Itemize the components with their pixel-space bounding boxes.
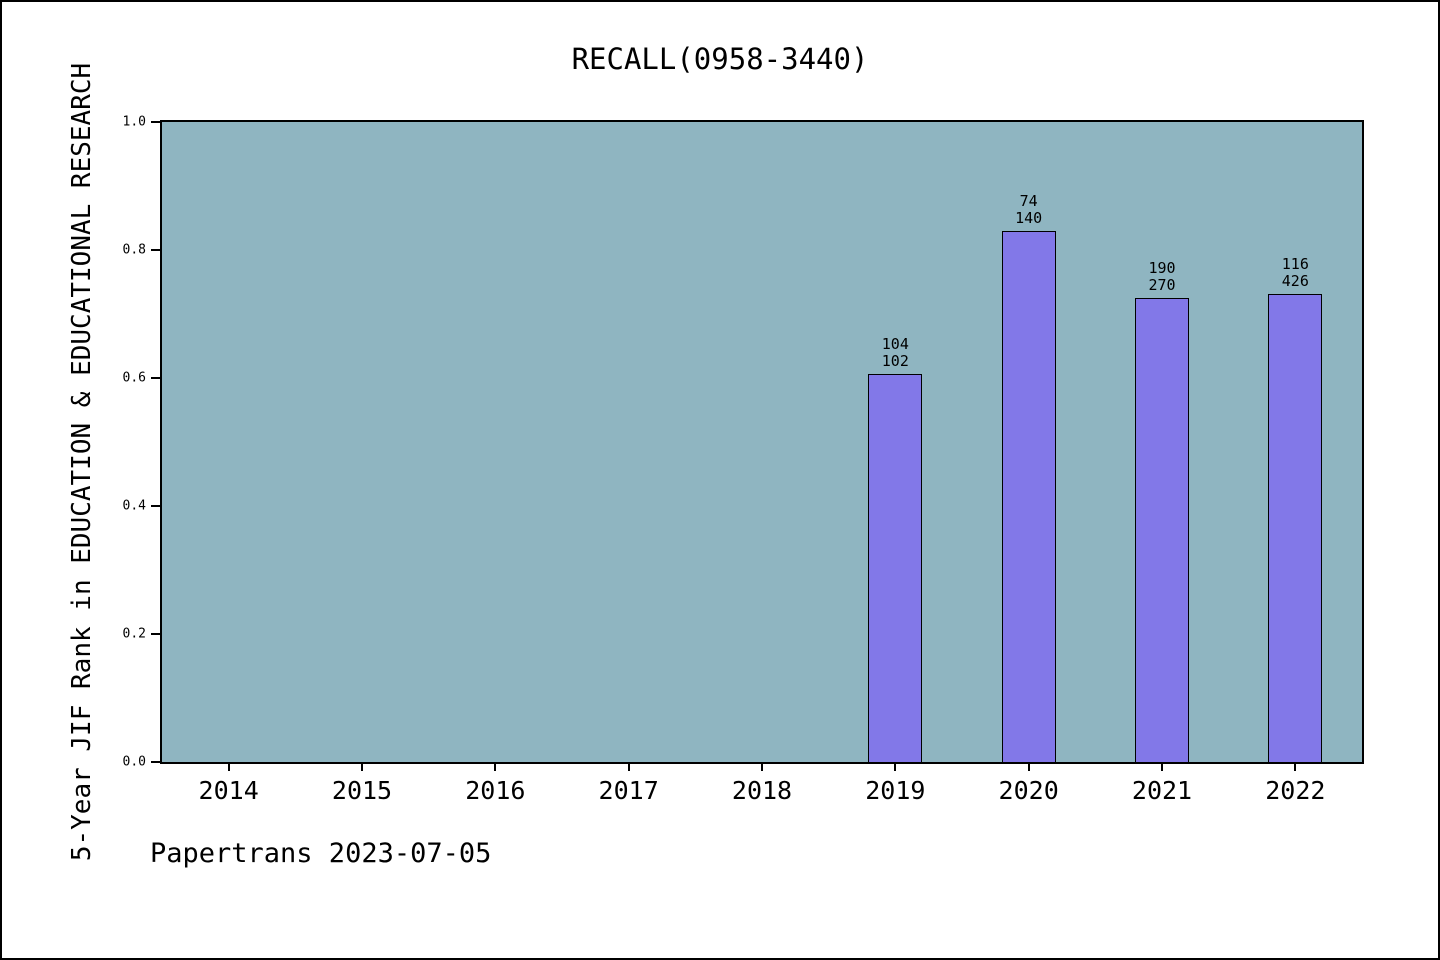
x-tick-label: 2017 (598, 776, 659, 805)
bar-value-label: 116 426 (1281, 255, 1309, 290)
x-tick (227, 762, 230, 771)
bar-value-label: 190 270 (1148, 259, 1176, 294)
x-tick (1294, 762, 1297, 771)
x-tick (1027, 762, 1030, 771)
x-tick-label: 2020 (998, 776, 1059, 805)
x-tick (627, 762, 630, 771)
bar-value-label: 74 140 (1015, 192, 1043, 227)
y-tick-label: 0.0 (122, 754, 146, 770)
bar (1268, 294, 1323, 762)
y-tick-label: 1.0 (122, 114, 146, 130)
x-tick (894, 762, 897, 771)
bar (1135, 298, 1189, 762)
x-tick-label: 2019 (865, 776, 926, 805)
x-tick-label: 2015 (331, 776, 393, 805)
x-tick (494, 762, 497, 771)
y-tick-label: 0.2 (122, 626, 146, 642)
plot-area: 2014 2015 2016 2017 2018 2019 104 102 2020 74 14… (123, 115, 1364, 805)
y-tick (151, 377, 160, 379)
y-tick (151, 761, 160, 763)
watermark-text: Papertrans 2023-07-05 (150, 838, 492, 869)
x-tick (1161, 762, 1163, 771)
bar (1001, 231, 1056, 762)
x-tick-label: 2022 (1265, 776, 1326, 805)
y-tick-label: 0.8 (122, 242, 146, 258)
x-tick-label: 2021 (1131, 776, 1193, 805)
x-tick-label: 2018 (731, 776, 793, 805)
bar-value-label: 104 102 (881, 335, 909, 370)
chart-title: RECALL(0958-3440) (571, 42, 869, 76)
y-axis-title: 5-Year JIF Rank in EDUCATION & EDUCATION… (67, 62, 97, 862)
y-tick (151, 121, 160, 123)
x-tick (761, 762, 763, 771)
x-tick-label: 2014 (198, 776, 259, 805)
y-tick (151, 505, 160, 507)
x-tick-label: 2016 (465, 776, 526, 805)
y-tick (151, 249, 160, 251)
bar (868, 374, 923, 762)
y-tick-label: 0.6 (122, 370, 146, 386)
y-tick (151, 633, 160, 635)
y-tick-label: 0.4 (122, 498, 146, 514)
x-tick (361, 762, 363, 771)
